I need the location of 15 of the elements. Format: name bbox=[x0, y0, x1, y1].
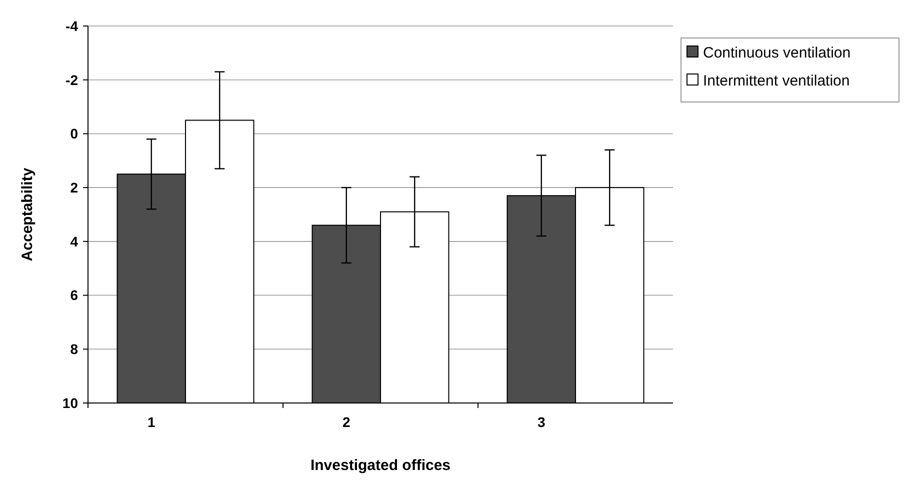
x-tick-label: 2 bbox=[342, 414, 350, 430]
y-tick-label: 0 bbox=[70, 126, 78, 142]
x-tick-label: 3 bbox=[537, 414, 546, 430]
legend-label: Continuous ventilation bbox=[703, 44, 851, 62]
y-tick-label: 4 bbox=[70, 233, 78, 250]
y-tick-label: -4 bbox=[66, 18, 78, 34]
y-axis-title: Acceptability bbox=[19, 167, 36, 262]
y-tick-label: 2 bbox=[70, 179, 78, 196]
y-tick-label: 10 bbox=[62, 394, 78, 411]
x-axis-title: Investigated offices bbox=[310, 457, 451, 474]
x-tick-label: 1 bbox=[147, 414, 156, 430]
legend-label: Intermittent ventilation bbox=[703, 72, 850, 90]
y-tick-label: 6 bbox=[70, 287, 78, 304]
y-tick-label: -2 bbox=[66, 72, 78, 88]
y-tick-label: 8 bbox=[70, 341, 78, 358]
